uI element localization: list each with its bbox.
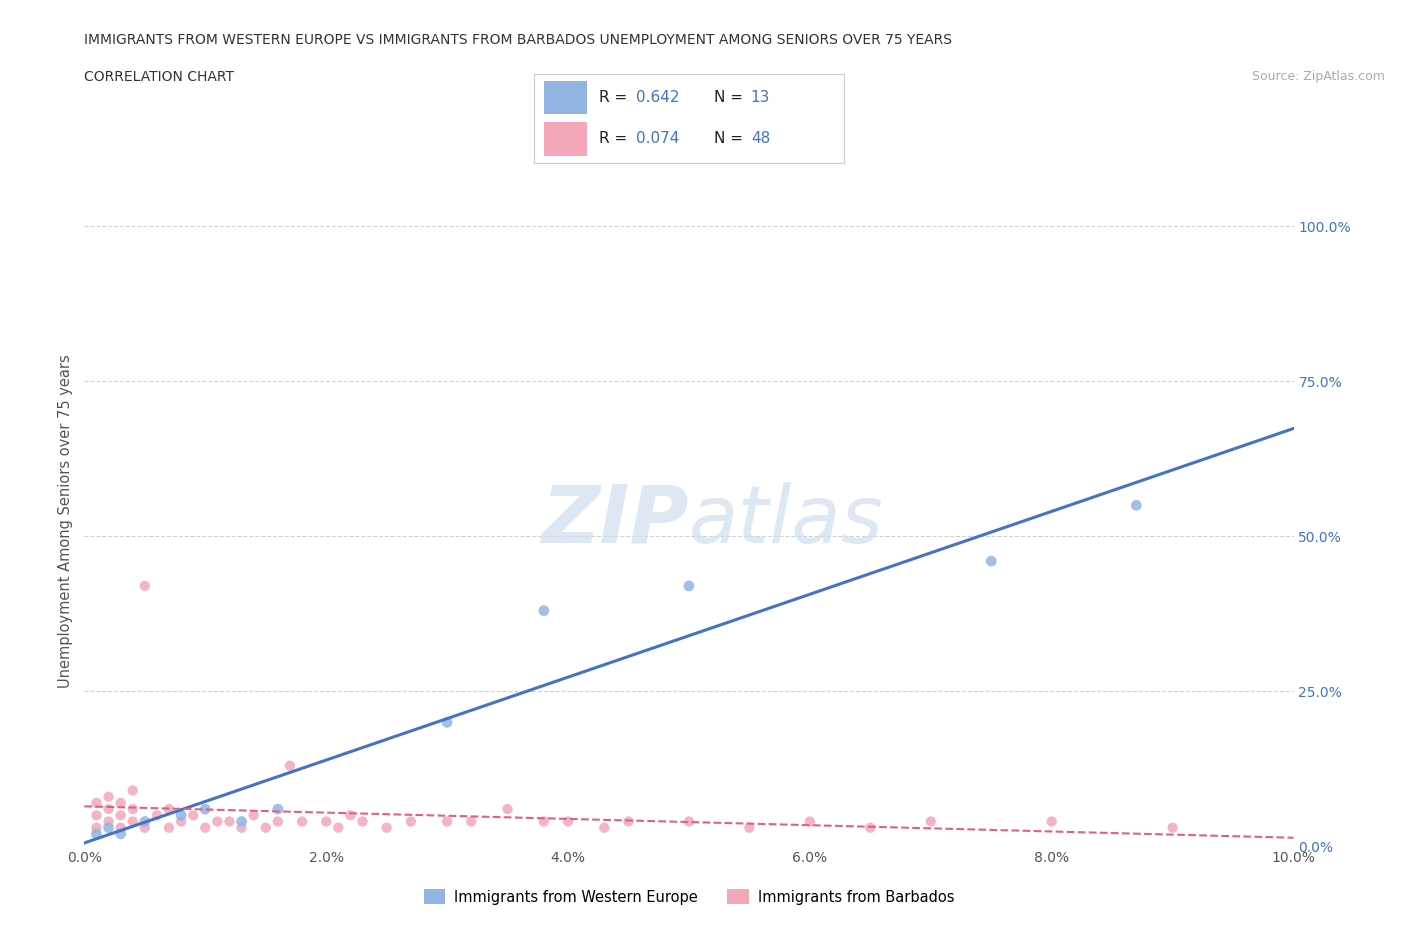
- Text: CORRELATION CHART: CORRELATION CHART: [84, 70, 235, 84]
- Point: [86, 827, 108, 842]
- Point: [134, 578, 156, 593]
- Point: [399, 814, 422, 829]
- Point: [110, 795, 132, 810]
- Point: [121, 814, 143, 829]
- Point: [157, 820, 180, 835]
- Text: N =: N =: [714, 90, 742, 105]
- Point: [157, 802, 180, 817]
- Point: [291, 814, 314, 829]
- Point: [799, 814, 821, 829]
- Point: [375, 820, 398, 835]
- Text: R =: R =: [599, 90, 627, 105]
- Point: [97, 814, 120, 829]
- Point: [339, 808, 361, 823]
- Point: [97, 802, 120, 817]
- Point: [859, 820, 882, 835]
- Point: [678, 814, 700, 829]
- Point: [218, 814, 240, 829]
- Y-axis label: Unemployment Among Seniors over 75 years: Unemployment Among Seniors over 75 years: [58, 354, 73, 687]
- Point: [121, 802, 143, 817]
- Point: [194, 802, 217, 817]
- Point: [593, 820, 616, 835]
- Bar: [544, 122, 586, 155]
- Text: 13: 13: [751, 90, 770, 105]
- Point: [110, 827, 132, 842]
- Point: [231, 820, 253, 835]
- Point: [436, 814, 458, 829]
- Point: [134, 814, 156, 829]
- Point: [557, 814, 579, 829]
- Point: [97, 790, 120, 804]
- Point: [97, 820, 120, 835]
- Point: [170, 814, 193, 829]
- Text: 0.074: 0.074: [637, 131, 679, 146]
- Point: [194, 820, 217, 835]
- Point: [110, 808, 132, 823]
- Text: ZIP: ZIP: [541, 482, 689, 560]
- Point: [170, 808, 193, 823]
- Point: [1125, 498, 1147, 512]
- Point: [496, 802, 519, 817]
- Point: [980, 553, 1002, 568]
- Point: [242, 808, 264, 823]
- Text: IMMIGRANTS FROM WESTERN EUROPE VS IMMIGRANTS FROM BARBADOS UNEMPLOYMENT AMONG SE: IMMIGRANTS FROM WESTERN EUROPE VS IMMIGR…: [84, 33, 952, 46]
- Text: atlas: atlas: [689, 482, 884, 560]
- Point: [920, 814, 942, 829]
- Point: [352, 814, 374, 829]
- Text: N =: N =: [714, 131, 742, 146]
- Point: [254, 820, 277, 835]
- Point: [110, 820, 132, 835]
- Point: [278, 758, 301, 773]
- Point: [207, 814, 229, 829]
- Point: [738, 820, 761, 835]
- Point: [146, 808, 169, 823]
- Point: [617, 814, 640, 829]
- Point: [436, 715, 458, 730]
- Text: 0.642: 0.642: [637, 90, 681, 105]
- Point: [134, 820, 156, 835]
- Text: Source: ZipAtlas.com: Source: ZipAtlas.com: [1251, 70, 1385, 83]
- Point: [533, 814, 555, 829]
- Point: [1040, 814, 1063, 829]
- Bar: [544, 81, 586, 114]
- Point: [533, 604, 555, 618]
- Point: [315, 814, 337, 829]
- Legend: Immigrants from Western Europe, Immigrants from Barbados: Immigrants from Western Europe, Immigran…: [418, 884, 960, 910]
- Point: [460, 814, 482, 829]
- Point: [121, 783, 143, 798]
- Text: 48: 48: [751, 131, 770, 146]
- Point: [267, 814, 290, 829]
- Point: [328, 820, 350, 835]
- Point: [231, 814, 253, 829]
- Point: [1161, 820, 1184, 835]
- Text: R =: R =: [599, 131, 627, 146]
- Point: [86, 820, 108, 835]
- Point: [181, 808, 204, 823]
- Point: [86, 795, 108, 810]
- Point: [267, 802, 290, 817]
- Point: [678, 578, 700, 593]
- Point: [86, 808, 108, 823]
